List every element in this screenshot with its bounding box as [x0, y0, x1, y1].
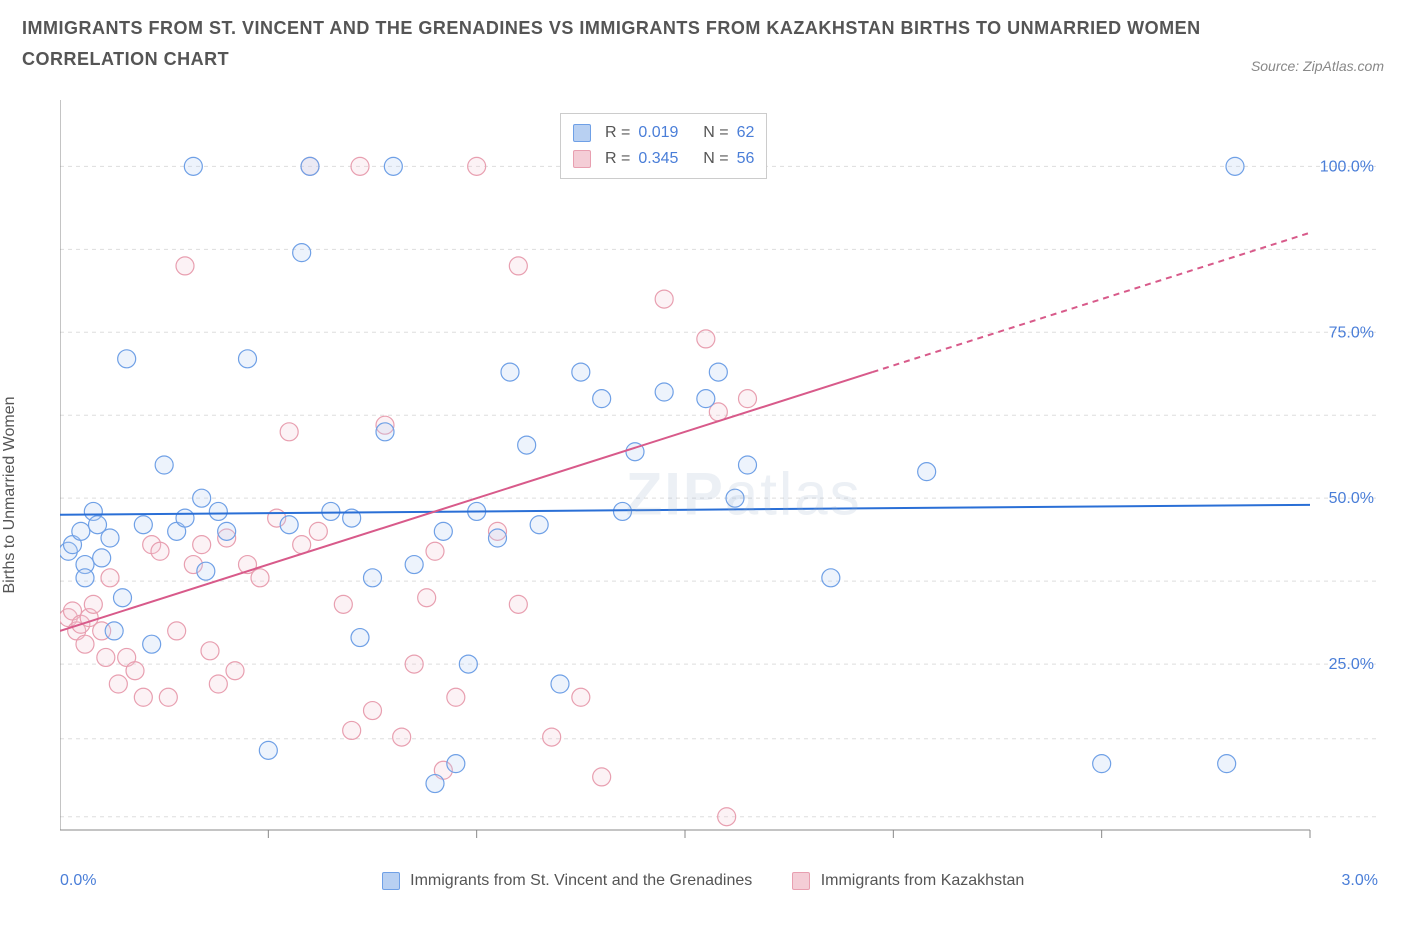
legend-stat-swatch [573, 124, 591, 142]
legend-item-1: Immigrants from St. Vincent and the Gren… [382, 872, 753, 890]
legend-label-1: Immigrants from St. Vincent and the Gren… [410, 872, 752, 889]
legend-item-2: Immigrants from Kazakhstan [792, 872, 1024, 890]
chart-title-block: IMMIGRANTS FROM ST. VINCENT AND THE GREN… [0, 0, 1406, 70]
legend-stat-row: R =0.019 N =62 [573, 120, 754, 146]
y-axis-label: Births to Unmarried Women [1, 396, 19, 593]
legend-stat-row: R =0.345 N =56 [573, 146, 754, 172]
svg-text:75.0%: 75.0% [1329, 324, 1374, 341]
svg-text:100.0%: 100.0% [1320, 158, 1374, 175]
svg-text:25.0%: 25.0% [1329, 656, 1374, 673]
scatter-plot: 25.0%50.0%75.0%100.0% ZIPatlas R =0.019 … [60, 100, 1380, 860]
series-legend: Immigrants from St. Vincent and the Gren… [20, 872, 1386, 890]
source-attribution: Source: ZipAtlas.com [1251, 58, 1384, 74]
legend-swatch-2 [792, 872, 810, 890]
legend-swatch-1 [382, 872, 400, 890]
title-line-2: CORRELATION CHART [22, 49, 1384, 70]
legend-stat-swatch [573, 150, 591, 168]
svg-text:50.0%: 50.0% [1329, 490, 1374, 507]
plot-svg: 25.0% 50.0% 75.0% 100.0% [60, 100, 1380, 860]
title-line-1: IMMIGRANTS FROM ST. VINCENT AND THE GREN… [22, 18, 1384, 39]
chart-container: Births to Unmarried Women 25.0%50.0%75.0… [20, 100, 1386, 890]
legend-label-2: Immigrants from Kazakhstan [821, 872, 1025, 889]
correlation-legend: R =0.019 N =62R =0.345 N =56 [560, 113, 767, 179]
